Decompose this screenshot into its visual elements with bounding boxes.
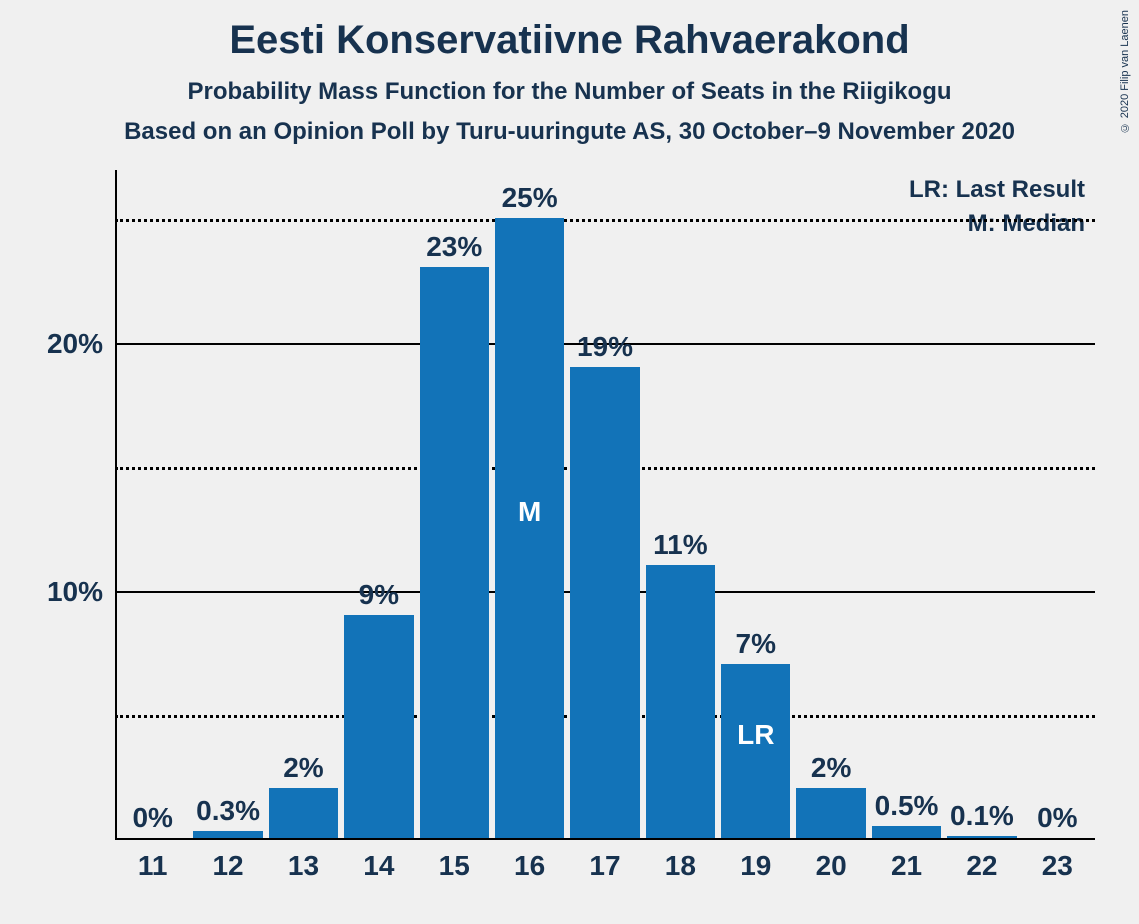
x-tick-label: 18: [665, 850, 696, 882]
bar-value-label: 0.3%: [196, 795, 260, 827]
bar-value-label: 2%: [811, 752, 851, 784]
bar: [646, 565, 715, 838]
x-tick-label: 20: [816, 850, 847, 882]
x-tick-label: 12: [212, 850, 243, 882]
bar-value-label: 0%: [132, 802, 172, 834]
bar: [269, 788, 338, 838]
bar: [570, 367, 639, 838]
bar-value-label: 9%: [359, 579, 399, 611]
bar: [344, 615, 413, 838]
chart-plot-area: LR: Last Result M: Median 10%20% 1112131…: [115, 170, 1095, 840]
x-tick-label: 15: [439, 850, 470, 882]
bar-value-label: 11%: [653, 529, 708, 561]
bar: [796, 788, 865, 838]
x-tick-label: 11: [138, 850, 168, 882]
x-tick-label: 16: [514, 850, 545, 882]
bar: [420, 267, 489, 838]
bar-value-label: 23%: [426, 231, 482, 263]
x-tick-label: 17: [589, 850, 620, 882]
bar-value-label: 0.1%: [950, 800, 1014, 832]
chart-title: Eesti Konservatiivne Rahvaerakond: [0, 18, 1139, 63]
bar-value-label: 2%: [283, 752, 323, 784]
x-tick-label: 23: [1042, 850, 1073, 882]
bar-value-label: 0%: [1037, 802, 1077, 834]
chart-subtitle-2: Based on an Opinion Poll by Turu-uuringu…: [0, 118, 1139, 146]
x-tick-label: 19: [740, 850, 771, 882]
bars-group: [115, 170, 1095, 840]
y-tick-label: 10%: [3, 576, 103, 608]
x-tick-label: 14: [363, 850, 394, 882]
y-tick-label: 20%: [3, 328, 103, 360]
bar-value-label: 7%: [736, 628, 776, 660]
bar: [193, 831, 262, 838]
copyright-notice: © 2020 Filip van Laenen: [1119, 10, 1131, 133]
x-tick-label: 22: [966, 850, 997, 882]
x-axis: [115, 838, 1095, 840]
x-tick-label: 13: [288, 850, 319, 882]
bar-value-label: 19%: [577, 331, 633, 363]
x-tick-label: 21: [891, 850, 922, 882]
bar: [872, 826, 941, 838]
bar-value-label: 0.5%: [875, 790, 939, 822]
median-marker: M: [518, 496, 541, 528]
last-result-marker: LR: [737, 719, 774, 751]
chart-subtitle-1: Probability Mass Function for the Number…: [0, 78, 1139, 106]
y-axis: [115, 170, 117, 840]
bar-value-label: 25%: [502, 182, 558, 214]
